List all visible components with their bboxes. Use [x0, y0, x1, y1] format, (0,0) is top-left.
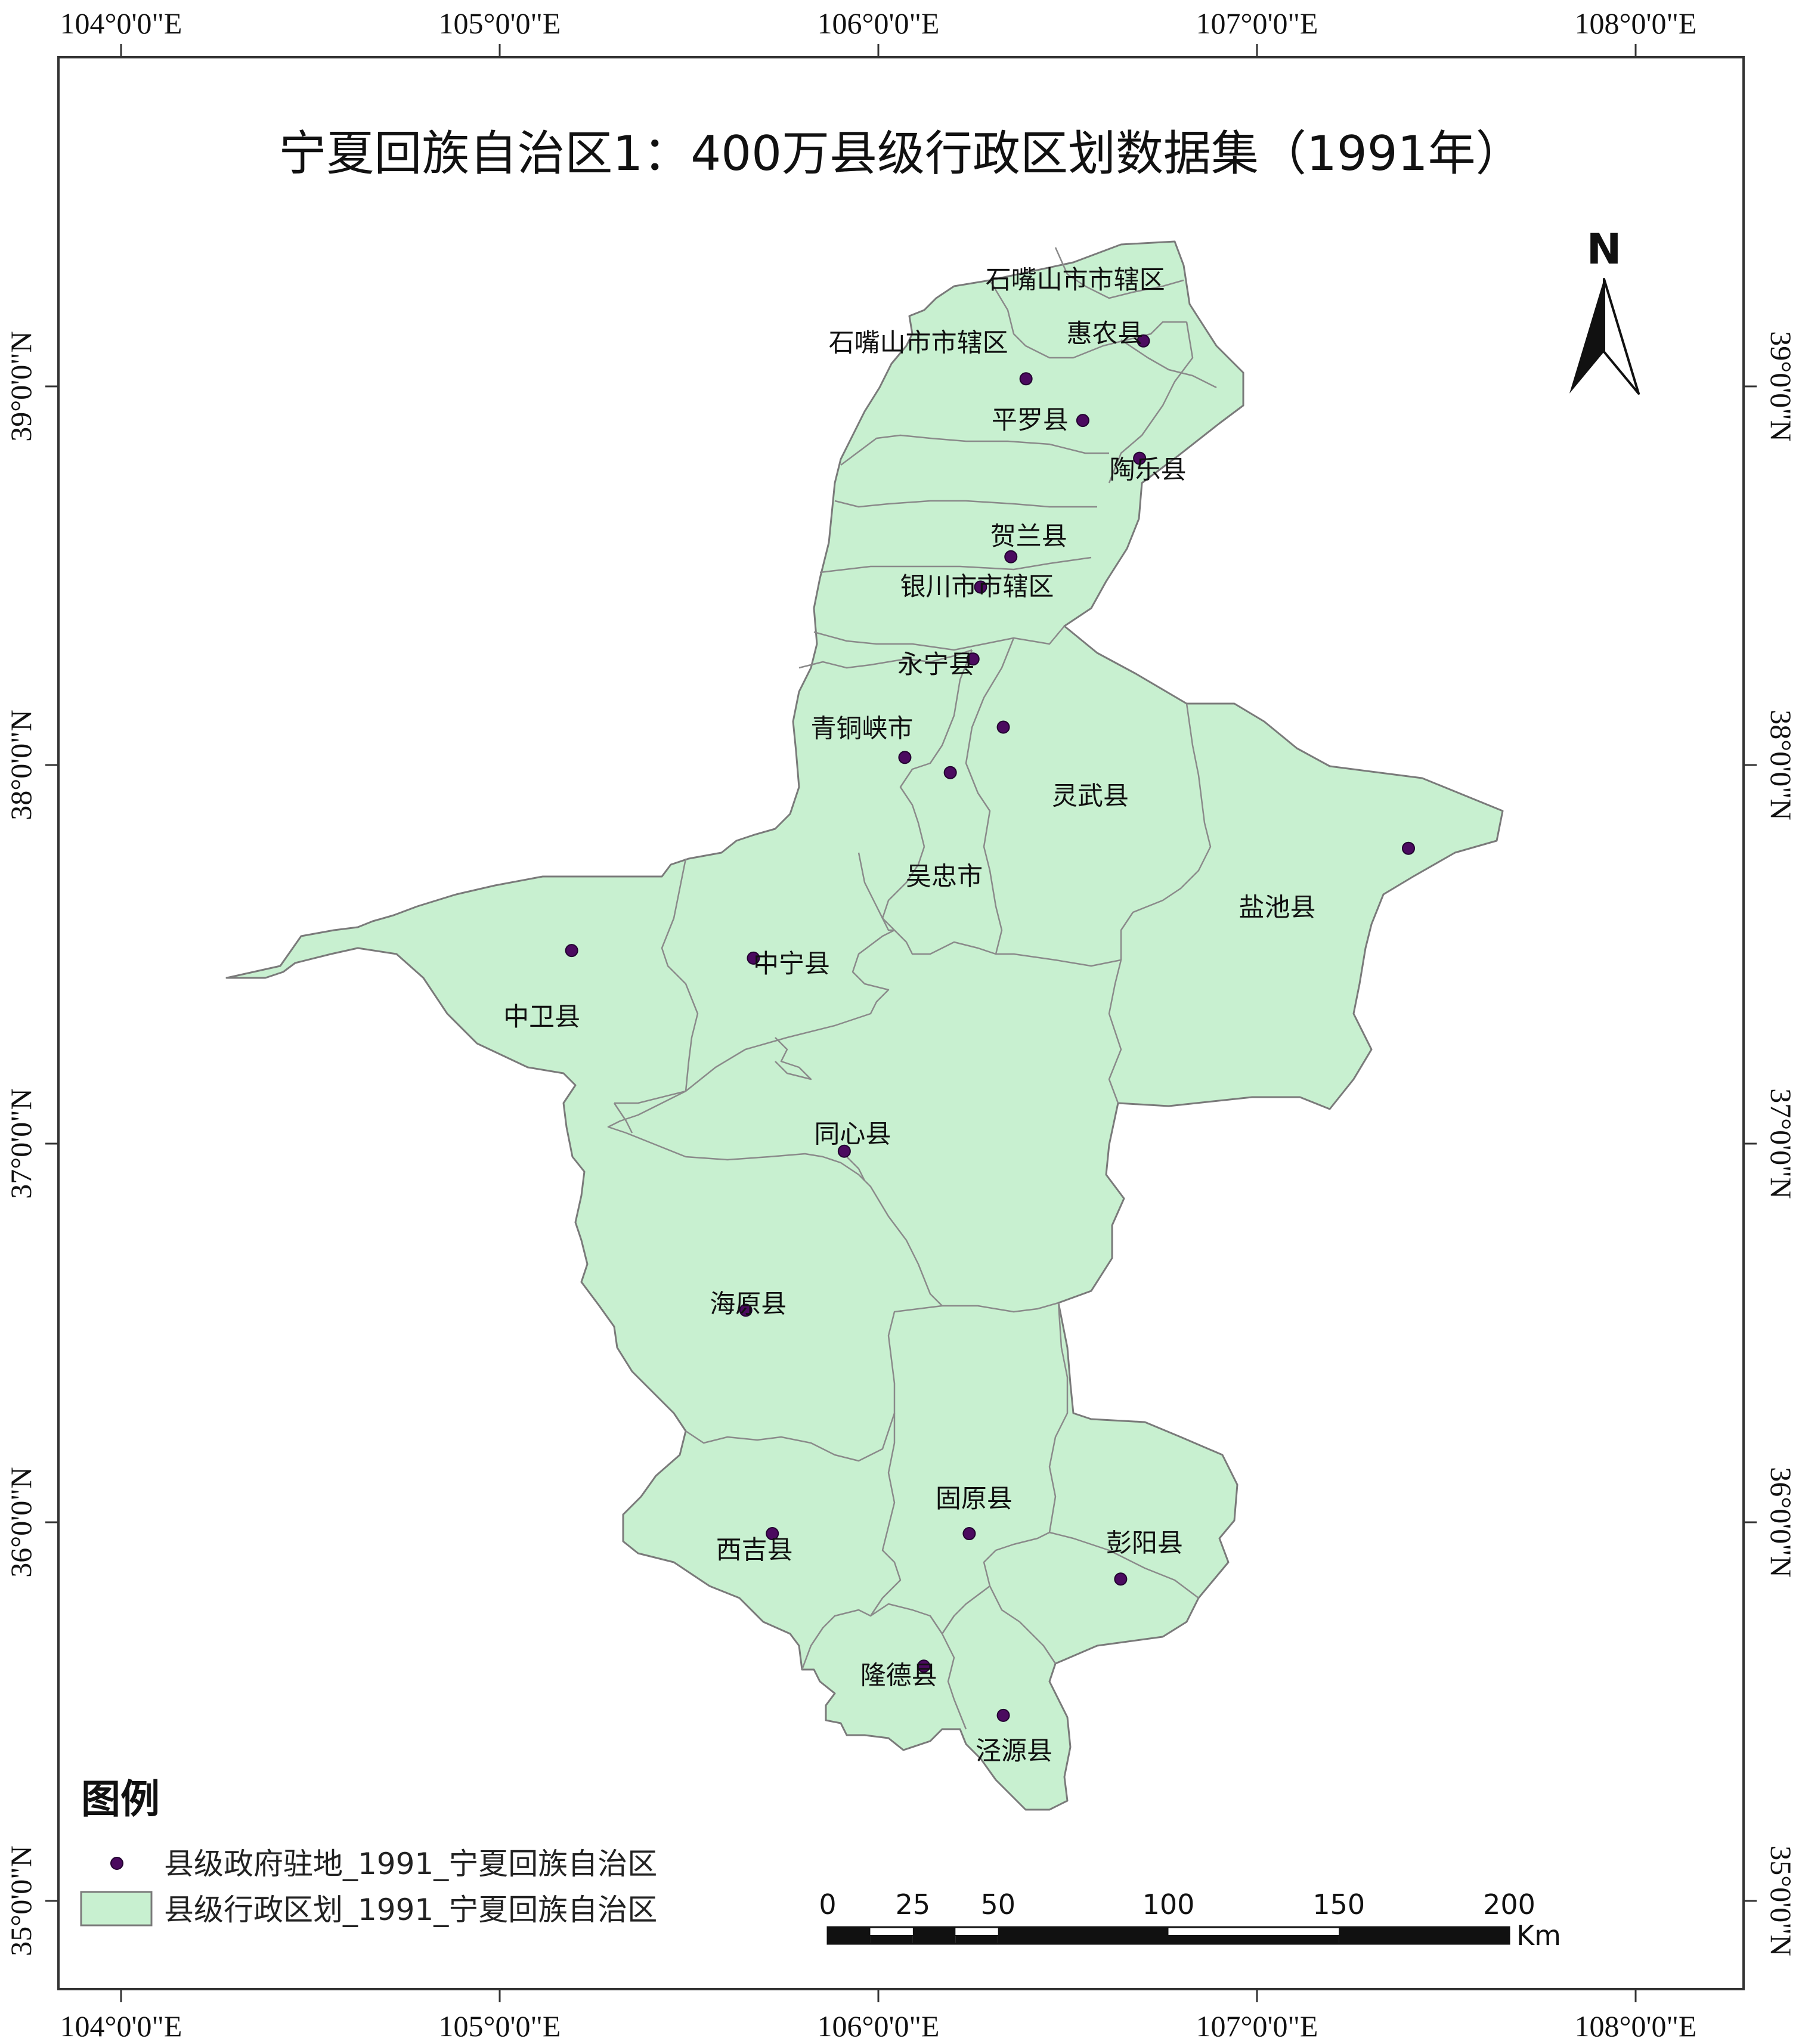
- county-label: 西吉县: [716, 1535, 793, 1565]
- county-label: 惠农县: [1067, 319, 1144, 349]
- scale-bar-label: 0: [819, 1888, 836, 1921]
- lon-label-bottom: 106°0'0"E: [818, 2009, 940, 2043]
- county-seat-point: [996, 720, 1010, 734]
- county-seat-point: [898, 751, 912, 764]
- north-arrow-right-half: [1603, 278, 1640, 395]
- scale-bar-segment: [828, 1935, 871, 1944]
- north-arrow-left-half: [1569, 279, 1604, 394]
- county-label: 银川市市辖区: [900, 572, 1054, 602]
- scale-bar-segment: [912, 1935, 956, 1944]
- county-seat-point: [962, 1527, 976, 1541]
- county-label: 石嘴山市市辖区: [829, 328, 1008, 358]
- lat-label-left: 39°0'0"N: [4, 331, 38, 442]
- lat-label-left: 36°0'0"N: [4, 1467, 38, 1578]
- county-seat-point: [837, 1144, 851, 1158]
- scale-bar-label: 150: [1312, 1888, 1365, 1921]
- legend-polygon-symbol: [80, 1891, 153, 1927]
- county-seat-point: [1076, 414, 1089, 428]
- scale-bar-label: 200: [1483, 1888, 1535, 1921]
- scale-bar-segment: [1339, 1935, 1509, 1944]
- county-seat-point: [1137, 334, 1150, 348]
- lon-label-top: 106°0'0"E: [818, 7, 940, 40]
- lat-label-right: 36°0'0"N: [1764, 1467, 1798, 1578]
- lat-label-left: 38°0'0"N: [4, 710, 38, 820]
- county-seat-point: [1402, 841, 1415, 855]
- county-seat-point: [1114, 1572, 1128, 1586]
- county-label: 青铜峡市: [810, 714, 913, 744]
- lat-label-right: 39°0'0"N: [1764, 331, 1798, 442]
- county-seat-point: [917, 1659, 931, 1673]
- county-seat-point: [739, 1303, 753, 1317]
- lat-label-left: 35°0'0"N: [4, 1845, 38, 1956]
- north-arrow: N: [1569, 225, 1640, 395]
- county-seat-point: [943, 766, 957, 779]
- north-arrow-label: N: [1587, 225, 1622, 274]
- scale-bar-segment: [828, 1927, 871, 1935]
- scale-bar-segment: [912, 1927, 956, 1935]
- county-seat-point: [1019, 372, 1033, 386]
- county-seat-point: [565, 944, 578, 958]
- legend: 图例 县级政府驻地_1991_宁夏回族自治区 县级行政区划_1991_宁夏回族自…: [80, 1776, 657, 1927]
- county-label: 泾源县: [976, 1736, 1052, 1766]
- county-seat-point: [1133, 451, 1147, 465]
- graticule: 104°0'0"E 104°0'0"E 105°0'0"E 105°0'0"E 106°…: [4, 7, 1798, 2043]
- scale-bar-segment: [998, 1935, 1169, 1944]
- scale-bar-segment: [998, 1927, 1169, 1935]
- lon-label-bottom: 105°0'0"E: [439, 2009, 561, 2043]
- county-label: 中卫县: [503, 1002, 580, 1032]
- county-seat-point: [996, 1708, 1010, 1722]
- lon-label-top: 107°0'0"E: [1196, 7, 1318, 40]
- county-label: 灵武县: [1052, 782, 1129, 812]
- lat-label-right: 37°0'0"N: [1764, 1088, 1798, 1199]
- county-label: 彭阳县: [1106, 1528, 1183, 1558]
- scale-bar-segment: [955, 1935, 998, 1944]
- county-label: 平罗县: [992, 405, 1069, 435]
- county-label: 固原县: [936, 1484, 1013, 1514]
- county-label: 中宁县: [753, 949, 830, 979]
- lat-label-right: 35°0'0"N: [1764, 1845, 1798, 1956]
- scale-bar-label: 25: [896, 1888, 931, 1921]
- county-seat-point: [966, 652, 980, 666]
- county-boundaries: [607, 247, 1217, 1730]
- map-title: 宁夏回族自治区1：400万县级行政区划数据集（1991年）: [278, 126, 1523, 181]
- scale-bar-label: 50: [980, 1888, 1015, 1921]
- legend-point-label: 县级政府驻地_1991_宁夏回族自治区: [164, 1847, 657, 1881]
- county-label: 盐池县: [1239, 893, 1316, 923]
- scale-bar-segment: [870, 1935, 913, 1944]
- scale-bar-segment: [1168, 1935, 1339, 1944]
- county-seat-point: [974, 580, 987, 594]
- lon-label-top: 105°0'0"E: [439, 7, 561, 40]
- legend-point-symbol: [110, 1857, 123, 1870]
- legend-title: 图例: [81, 1776, 160, 1822]
- province-area: [225, 240, 1504, 1811]
- scale-bar-label: 100: [1142, 1888, 1195, 1921]
- county-label: 贺兰县: [990, 522, 1067, 552]
- county-seat-point: [766, 1527, 779, 1541]
- scale-bar-segment: [1339, 1927, 1509, 1935]
- lat-label-left: 37°0'0"N: [4, 1088, 38, 1199]
- lat-label-right: 38°0'0"N: [1764, 710, 1798, 820]
- province-outline: [225, 240, 1504, 1811]
- lon-label-bottom: 108°0'0"E: [1575, 2009, 1697, 2043]
- county-label: 同心县: [814, 1120, 891, 1150]
- county-label: 吴忠市: [906, 862, 983, 892]
- county-label: 永宁县: [897, 650, 974, 680]
- county-seat-point: [747, 951, 760, 965]
- lon-label-bottom: 104°0'0"E: [60, 2009, 182, 2043]
- lon-label-bottom: 107°0'0"E: [1196, 2009, 1318, 2043]
- county-seat-point: [1004, 550, 1018, 563]
- county-label: 隆德县: [860, 1661, 937, 1690]
- county-label: 海原县: [710, 1289, 787, 1319]
- lon-label-top: 108°0'0"E: [1575, 7, 1697, 40]
- county-label: 石嘴山市市辖区: [986, 265, 1165, 295]
- county-label: 陶乐县: [1110, 456, 1187, 485]
- scale-bar-unit: Km: [1516, 1919, 1561, 1952]
- lon-label-top: 104°0'0"E: [60, 7, 182, 40]
- legend-polygon-label: 县级行政区划_1991_宁夏回族自治区: [164, 1893, 657, 1927]
